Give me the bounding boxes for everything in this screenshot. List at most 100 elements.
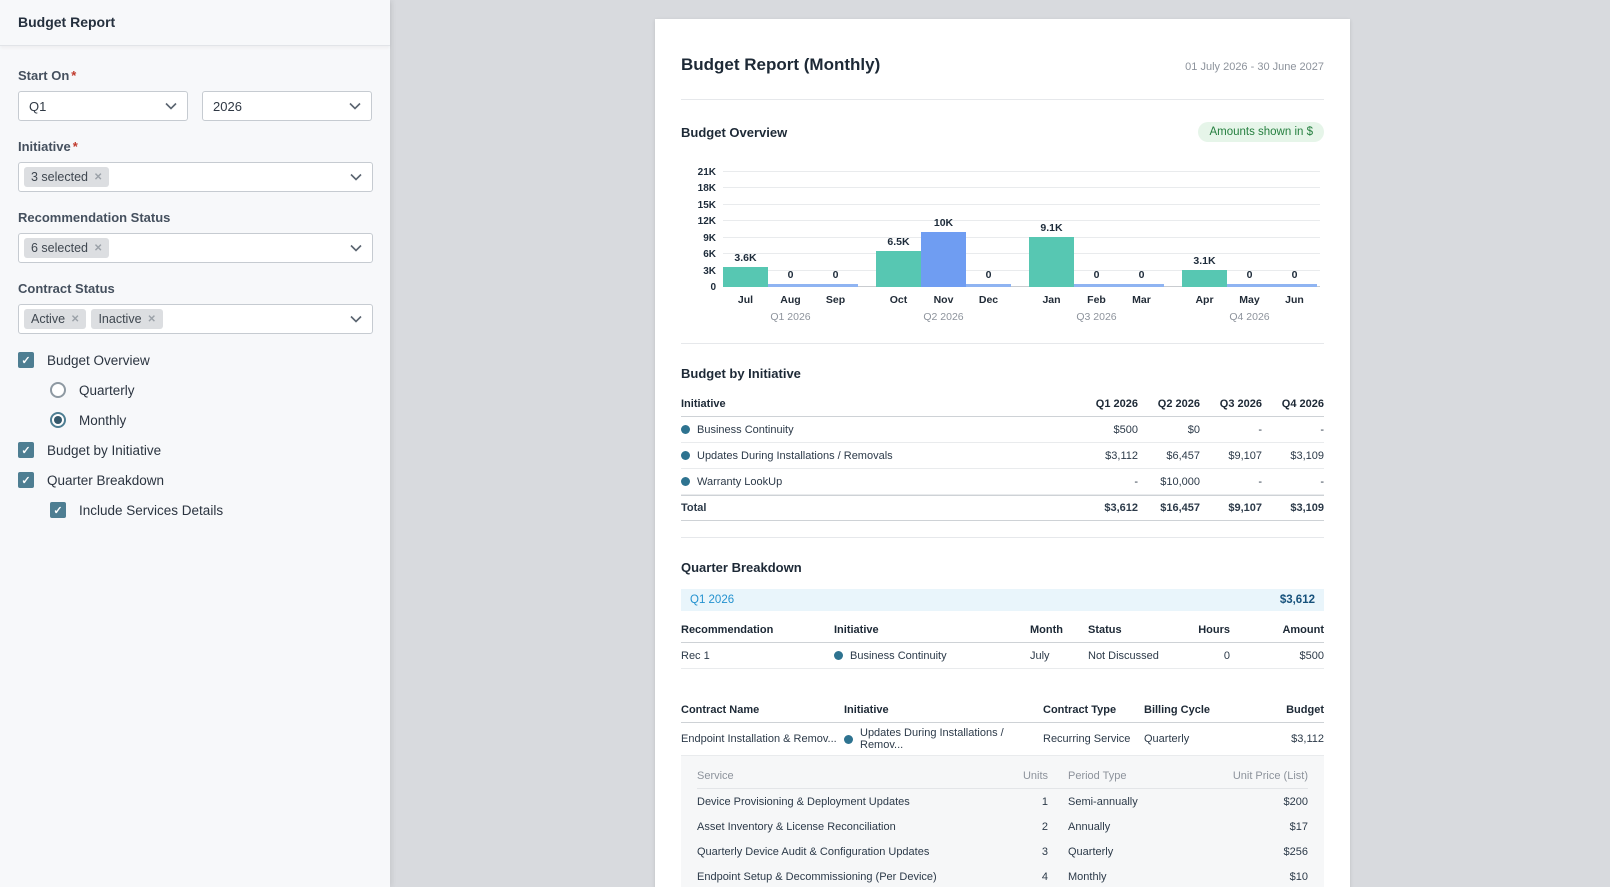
recommendation-status-select[interactable]: 6 selected ✕: [18, 233, 373, 263]
x-axis-month-label: Jul: [737, 294, 754, 306]
start-year-value: 2026: [213, 98, 242, 114]
quarterly-radio-label: Quarterly: [79, 382, 135, 398]
budget-overview-checkbox-label: Budget Overview: [47, 352, 150, 368]
contract-status-chip-inactive: Inactive ✕: [91, 309, 163, 329]
chart-gridline: [723, 203, 1320, 205]
bar-value-label: 9.1K: [1040, 222, 1063, 234]
chart-bar-apr: [1182, 270, 1227, 287]
table-row: Warranty LookUp - $10,000 - -: [681, 469, 1324, 495]
start-on-label: Start On *: [18, 68, 77, 83]
chip-close-icon[interactable]: ✕: [93, 242, 103, 254]
chip-close-icon[interactable]: ✕: [71, 313, 80, 325]
recommendation-status-label: Recommendation Status: [18, 210, 171, 225]
x-axis-month-label: Feb: [1087, 294, 1106, 306]
budget-overview-checkbox[interactable]: ✓: [18, 352, 34, 368]
table-total-row: Total $3,612 $16,457 $9,107 $3,109: [681, 495, 1324, 521]
quarter-breakdown-heading: Quarter Breakdown: [681, 560, 802, 575]
service-row: Device Provisioning & Deployment Updates…: [697, 795, 1308, 808]
bar-value-label: 0: [1093, 269, 1100, 281]
report-date-range: 01 July 2026 - 30 June 2027: [1185, 61, 1324, 73]
initiative-dot-icon: [681, 451, 690, 460]
y-axis-tick-label: 18K: [697, 183, 716, 195]
recommendation-status-chip: 6 selected ✕: [24, 238, 110, 258]
initiative-label: Initiative *: [18, 139, 78, 154]
monthly-radio[interactable]: [50, 412, 66, 428]
chart-gridline: [723, 253, 1320, 255]
bar-value-label: 3.6K: [734, 252, 757, 264]
start-quarter-value: Q1: [29, 98, 47, 114]
x-axis-month-label: Mar: [1132, 294, 1151, 306]
chart-bar-dec: [966, 284, 1011, 287]
quarter-breakdown-checkbox[interactable]: ✓: [18, 472, 34, 488]
bar-value-label: 0: [787, 269, 794, 281]
chart-gridline: [723, 220, 1320, 222]
budget-by-initiative-checkbox[interactable]: ✓: [18, 442, 34, 458]
chevron-down-icon: [350, 244, 362, 252]
x-axis-month-label: May: [1239, 294, 1260, 306]
sidebar-title: Budget Report: [18, 14, 116, 30]
sidebar-body: Start On * Q1 2026 Initiative * 3 selected…: [0, 46, 390, 518]
start-year-select[interactable]: 2026: [202, 91, 372, 121]
x-axis-month-label: Sep: [825, 294, 846, 306]
chart-bar-group: 3.6K 0 0 Jul Aug Sep Q1 2026: [723, 172, 858, 323]
y-axis-tick-label: 6K: [703, 249, 716, 261]
budget-by-initiative-checkbox-label: Budget by Initiative: [47, 442, 162, 458]
table-header-row: Initiative Q1 2026 Q2 2026 Q3 2026 Q4 20…: [681, 391, 1324, 417]
bar-value-label: 0: [1291, 269, 1298, 281]
service-row: Quarterly Device Audit & Configuration U…: [697, 845, 1308, 858]
quarterly-radio[interactable]: [50, 382, 66, 398]
service-row: Endpoint Setup & Decommissioning (Per De…: [697, 870, 1308, 883]
chart-bar-sep: [813, 284, 858, 287]
quarter-banner-label: Q1 2026: [690, 594, 735, 606]
chart-bar-oct: [876, 251, 921, 287]
bar-value-label: 0: [1138, 269, 1145, 281]
initiative-selected-chip: 3 selected ✕: [24, 167, 110, 187]
bar-value-label: 0: [1246, 269, 1253, 281]
chart-bar-aug: [768, 284, 813, 287]
bar-value-label: 0: [985, 269, 992, 281]
include-services-details-checkbox-label: Include Services Details: [79, 502, 224, 518]
chart-bar-may: [1227, 284, 1272, 287]
chevron-down-icon: [350, 315, 362, 323]
bar-value-label: 10K: [933, 217, 954, 229]
required-asterisk: *: [72, 139, 78, 154]
chip-close-icon[interactable]: ✕: [147, 313, 156, 325]
divider: [681, 343, 1324, 344]
initiative-dot-icon: [681, 425, 690, 434]
initiative-select[interactable]: 3 selected ✕: [18, 162, 373, 192]
x-axis-quarter-label: Q4 2026: [1229, 311, 1270, 323]
report-title: Budget Report (Monthly): [681, 55, 881, 74]
divider: [681, 537, 1324, 538]
monthly-radio-label: Monthly: [79, 412, 127, 428]
chart-bar-group: 3.1K 0 0 Apr May Jun Q4 2026: [1182, 172, 1317, 323]
start-quarter-select[interactable]: Q1: [18, 91, 188, 121]
budget-by-initiative-heading: Budget by Initiative: [681, 366, 801, 381]
quarter-banner: Q1 2026 $3,612: [681, 589, 1324, 611]
bar-value-label: 0: [832, 269, 839, 281]
x-axis-month-label: Jun: [1285, 294, 1304, 306]
contract-status-chip-active: Active ✕: [24, 309, 87, 329]
table-header-row: Recommendation Initiative Month Status H…: [681, 617, 1324, 643]
initiative-dot-icon: [681, 477, 690, 486]
table-row: Endpoint Installation & Remov... Updates…: [681, 723, 1324, 756]
chart-gridline: [723, 269, 1320, 271]
chart-groups: 3.6K 0 0 Jul Aug Sep Q1 2026 6.5K 10K 0 Oct Nov Dec Q…: [723, 158, 1324, 323]
initiative-dot-icon: [844, 734, 853, 744]
quarter-breakdown-checkbox-label: Quarter Breakdown: [47, 472, 165, 488]
contract-status-select[interactable]: Active ✕ Inactive ✕: [18, 304, 373, 334]
x-axis-month-label: Jan: [1042, 294, 1061, 306]
table-header-row: Contract Name Initiative Contract Type B…: [681, 697, 1324, 723]
recommendations-table: Recommendation Initiative Month Status H…: [681, 617, 1324, 669]
service-row: Asset Inventory & License Reconciliation…: [697, 820, 1308, 833]
y-axis-tick-label: 12K: [697, 216, 716, 228]
bar-value-label: 6.5K: [887, 236, 910, 248]
chip-close-icon[interactable]: ✕: [93, 171, 103, 183]
chart-bar-nov: [921, 232, 966, 287]
include-services-details-checkbox[interactable]: ✓: [50, 502, 66, 518]
amounts-badge: Amounts shown in $: [1198, 122, 1324, 142]
budget-by-initiative-table: Initiative Q1 2026 Q2 2026 Q3 2026 Q4 20…: [681, 391, 1324, 521]
chevron-down-icon: [165, 102, 177, 110]
table-row: Business Continuity $500 $0 - -: [681, 417, 1324, 443]
initiative-dot-icon: [834, 651, 843, 660]
filters-sidebar: Budget Report Start On * Q1 2026 Initiati…: [0, 0, 390, 887]
